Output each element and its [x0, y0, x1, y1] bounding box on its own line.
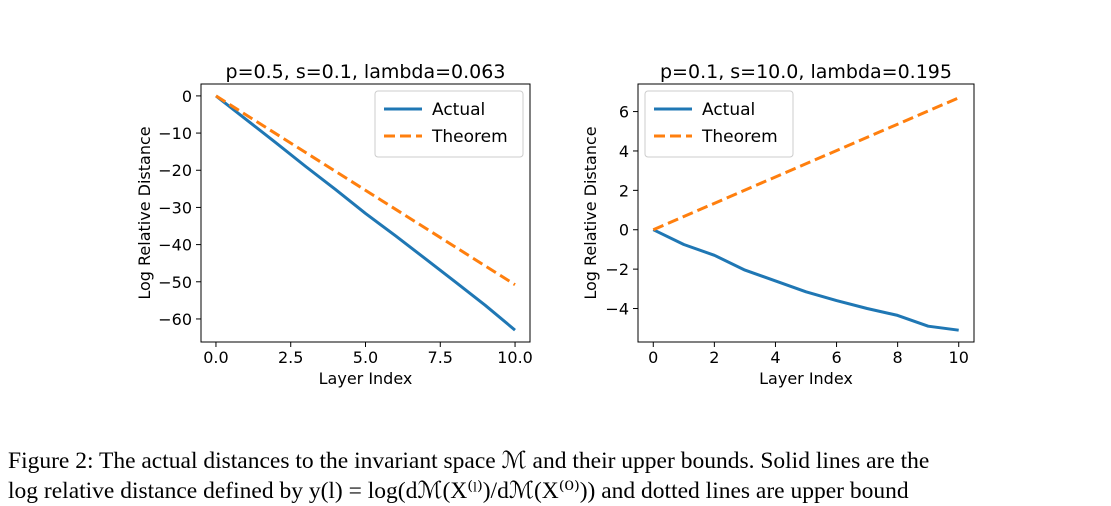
chart-1-ytick-label: −10: [158, 124, 192, 143]
chart-1-ytick-label: 0: [182, 87, 192, 106]
chart-1-plot-frame: [200, 83, 531, 343]
chart-2-ytick-label: −2: [605, 260, 629, 279]
caption-line-2: log relative distance defined by y(l) = …: [8, 478, 909, 504]
chart-2-xtick-label: 10: [949, 348, 969, 367]
chart-2-xtick-label: 8: [893, 348, 903, 367]
chart-1-xlabel: Layer Index: [319, 369, 413, 388]
chart-2-xtick-label: 6: [831, 348, 841, 367]
chart-1-ytick-label: −40: [158, 236, 192, 255]
chart-1-ytick-label: −50: [158, 273, 192, 292]
chart-1-ytick-label: −30: [158, 198, 192, 217]
chart-1-ytick-label: −20: [158, 161, 192, 180]
chart-1-ylabel: Log Relative Distance: [135, 126, 154, 299]
chart-1-legend-actual-label: Actual: [432, 100, 485, 120]
chart-1-xtick-label: 5.0: [353, 348, 378, 367]
chart-2-series-theorem-line: [652, 96, 960, 232]
chart-2-xtick-label: 0: [648, 348, 658, 367]
figure-caption: Figure 2: The actual distances to the in…: [8, 446, 1108, 506]
chart-2-ylabel: Log Relative Distance: [581, 126, 600, 299]
chart-2-xtick-label: 4: [770, 348, 780, 367]
chart-2-xlabel: Layer Index: [759, 369, 853, 388]
chart-2-series-actual-line: [652, 228, 959, 332]
chart-2-ytick-label: 4: [619, 142, 629, 161]
chart-1-xtick-label: 7.5: [428, 348, 453, 367]
chart-1-ytick-label: −60: [158, 310, 192, 329]
chart-2-ytick-label: −4: [605, 300, 629, 319]
chart-2-ytick-label: 0: [619, 221, 629, 240]
chart-2-title: p=0.1, s=10.0, lambda=0.195: [660, 61, 952, 83]
chart-2-plot-frame: [637, 83, 975, 343]
chart-1-legend-theorem-label: Theorem: [431, 127, 508, 147]
chart-1-xtick-label: 2.5: [278, 348, 303, 367]
chart-1-xtick-label: 0.0: [203, 348, 228, 367]
chart-2-legend-theorem-label: Theorem: [701, 127, 778, 147]
caption-line-1: Figure 2: The actual distances to the in…: [8, 448, 930, 474]
chart-1-title: p=0.5, s=0.1, lambda=0.063: [226, 61, 506, 83]
figure-charts: p=0.5, s=0.1, lambda=0.063 0.0 2.5 5.0 7.5 10…: [135, 61, 975, 388]
chart-1-series-theorem-line: [215, 94, 516, 286]
chart-2-legend-actual-label: Actual: [702, 100, 755, 120]
chart-2-ytick-label: 6: [619, 103, 629, 122]
chart-1-xtick-label: 10.0: [497, 348, 533, 367]
chart-2-xtick-label: 2: [709, 348, 719, 367]
chart-2-ytick-label: 2: [619, 181, 629, 200]
chart-1-series-actual-line: [215, 94, 516, 332]
